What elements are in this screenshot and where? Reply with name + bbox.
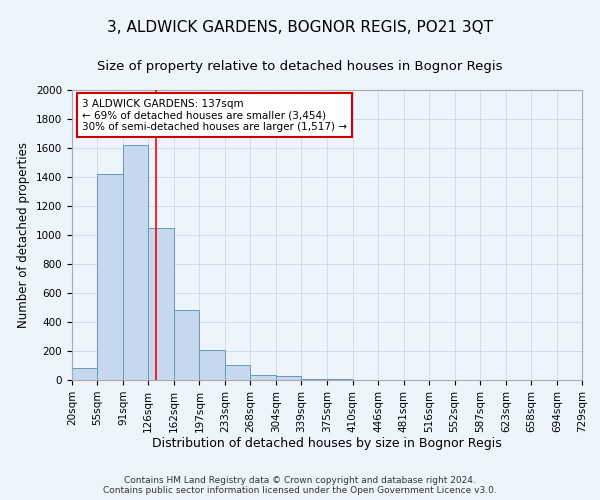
Bar xyxy=(225,365,250,380)
Bar xyxy=(97,174,123,380)
Bar xyxy=(199,350,225,380)
Text: Contains HM Land Registry data © Crown copyright and database right 2024.
Contai: Contains HM Land Registry data © Crown c… xyxy=(103,476,497,495)
Y-axis label: Number of detached properties: Number of detached properties xyxy=(17,142,31,328)
Bar xyxy=(250,375,276,380)
Bar xyxy=(276,376,301,380)
Text: 3 ALDWICK GARDENS: 137sqm
← 69% of detached houses are smaller (3,454)
30% of se: 3 ALDWICK GARDENS: 137sqm ← 69% of detac… xyxy=(82,98,347,132)
Bar xyxy=(72,368,97,380)
Bar xyxy=(301,378,328,380)
Bar xyxy=(174,310,199,380)
Bar xyxy=(148,228,174,380)
Text: 3, ALDWICK GARDENS, BOGNOR REGIS, PO21 3QT: 3, ALDWICK GARDENS, BOGNOR REGIS, PO21 3… xyxy=(107,20,493,35)
Text: Size of property relative to detached houses in Bognor Regis: Size of property relative to detached ho… xyxy=(97,60,503,73)
Bar xyxy=(123,145,148,380)
X-axis label: Distribution of detached houses by size in Bognor Regis: Distribution of detached houses by size … xyxy=(152,438,502,450)
